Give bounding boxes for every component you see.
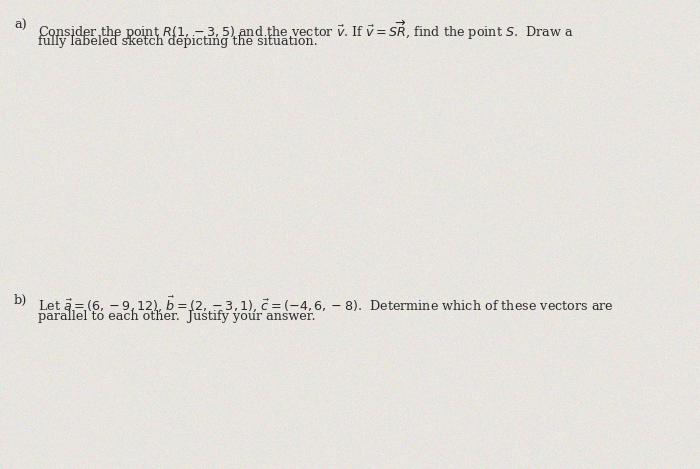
Text: Let $\vec{a} = (6, -9, 12)$, $\vec{b} = (2, -3, 1)$, $\vec{c} = (-4, 6, -8)$.  D: Let $\vec{a} = (6, -9, 12)$, $\vec{b} = … — [38, 294, 614, 314]
Text: a): a) — [14, 19, 27, 32]
Text: Consider the point $R(1, -3, 5)$ and the vector $\vec{v}$. If $\vec{v} = \overri: Consider the point $R(1, -3, 5)$ and the… — [38, 19, 574, 42]
Text: b): b) — [14, 294, 27, 307]
Text: parallel to each other.  Justify your answer.: parallel to each other. Justify your ans… — [38, 310, 316, 323]
Text: fully labeled sketch depicting the situation.: fully labeled sketch depicting the situa… — [38, 35, 318, 48]
